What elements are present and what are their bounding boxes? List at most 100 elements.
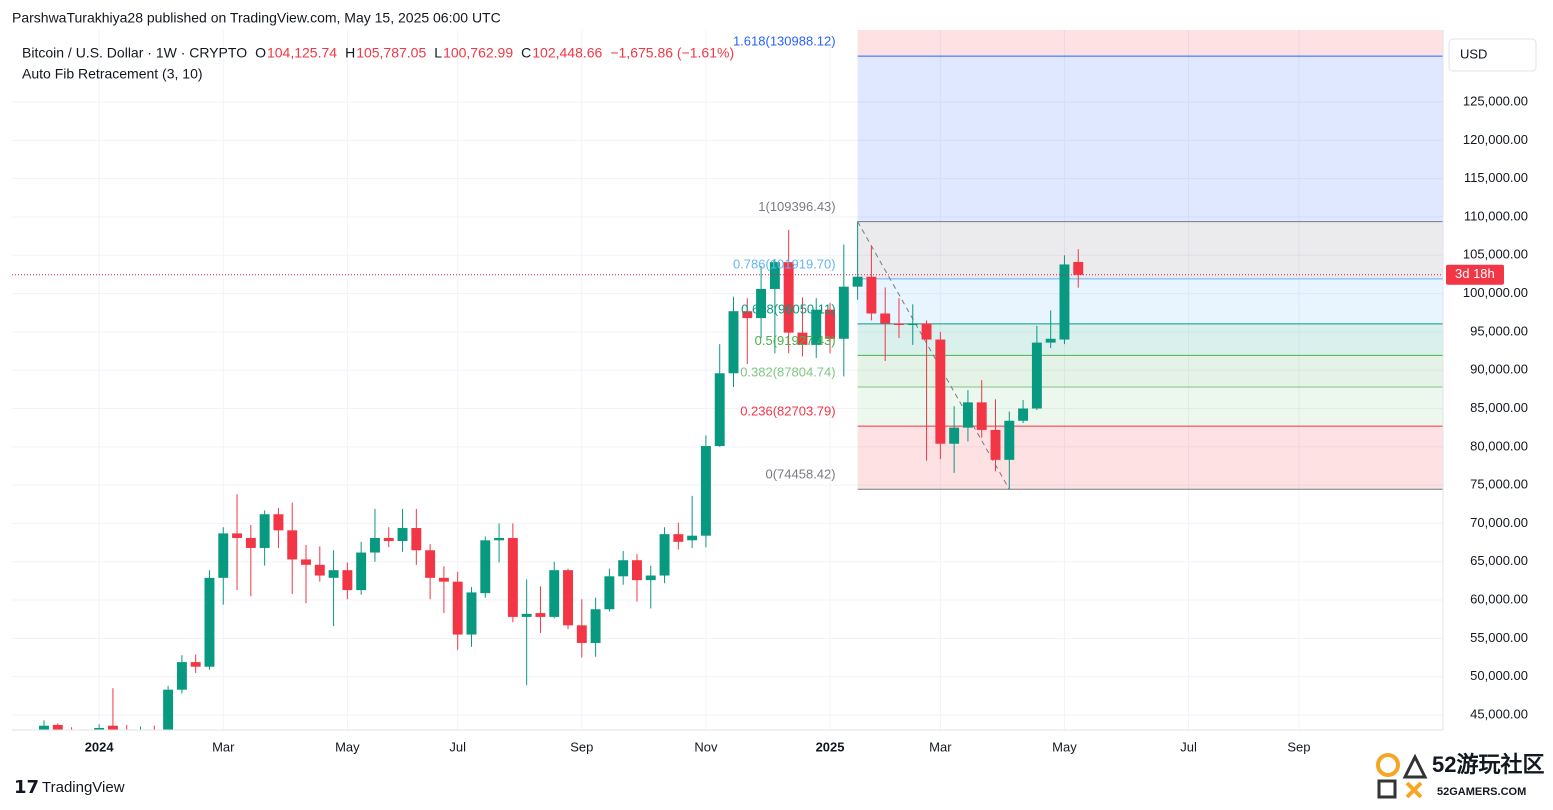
y-tick-label: 65,000.00 — [1470, 553, 1528, 568]
candle-body — [452, 581, 463, 635]
fib-label: 0.786(101919.70) — [733, 256, 836, 271]
grid — [12, 30, 1443, 730]
candle-body — [645, 575, 656, 581]
x-tick-label: May — [335, 739, 360, 754]
candle-body — [507, 537, 518, 617]
candle-body — [962, 402, 973, 428]
candle-body — [425, 550, 436, 578]
candle-body — [176, 662, 187, 690]
legend-value: 104,125.74 — [267, 45, 337, 61]
x-tick-label: 2024 — [85, 739, 115, 754]
legend-value: 105,787.05 — [356, 45, 426, 61]
candle-body — [438, 577, 449, 582]
candle-body — [797, 332, 808, 345]
currency-button[interactable] — [1448, 38, 1537, 72]
price-label-box — [1446, 264, 1504, 285]
candle-body — [383, 537, 394, 542]
y-tick-label: 100,000.00 — [1463, 285, 1528, 300]
fib-zone — [857, 56, 1443, 222]
candle-body — [328, 570, 339, 578]
candles — [39, 221, 1084, 730]
candle-body — [563, 570, 573, 626]
y-tick-label: 60,000.00 — [1470, 591, 1528, 606]
candle-body — [618, 560, 629, 577]
candle-body — [687, 535, 698, 541]
candle-body — [935, 339, 946, 444]
fib-zone — [857, 323, 1443, 356]
candle-body — [204, 577, 215, 667]
candle-body — [604, 576, 615, 610]
candle-body — [852, 276, 863, 287]
candle-body — [273, 514, 284, 531]
x-tick-label: Jul — [1180, 739, 1197, 754]
fib-label: 0.618(96050.11) — [741, 301, 835, 316]
candle-body — [811, 309, 822, 345]
candle-body — [190, 662, 201, 667]
y-tick-label: 115,000.00 — [1464, 170, 1528, 185]
candle-body — [1059, 264, 1070, 340]
y-tick-label: 125,000.00 — [1463, 93, 1528, 108]
y-tick-label: 50,000.00 — [1470, 668, 1528, 683]
x-tick-label: 2025 — [816, 739, 845, 754]
legend-key: L — [434, 45, 442, 61]
candle-body — [1018, 408, 1029, 421]
watermark-icon — [1376, 753, 1400, 777]
y-tick-label: 120,000.00 — [1463, 132, 1528, 147]
currency[interactable]: USD — [1460, 46, 1487, 61]
y-tick-label: 80,000.00 — [1470, 438, 1528, 453]
candle-body — [218, 533, 229, 578]
candle-body — [480, 540, 491, 594]
fib-trend — [857, 221, 1010, 490]
candle-body — [714, 373, 725, 447]
candle-body — [976, 402, 987, 430]
candle-body — [466, 592, 477, 635]
candle-body — [921, 323, 932, 340]
candle-body — [245, 537, 256, 548]
fib-zone — [857, 426, 1443, 490]
candle-body — [1031, 342, 1042, 409]
fib-retracement — [857, 30, 1443, 490]
candle-body — [342, 570, 353, 591]
x-tick-label: Jul — [449, 739, 466, 754]
brand: TradingView — [42, 779, 125, 796]
candle-body — [894, 323, 904, 325]
x-tick-label: Mar — [212, 739, 235, 754]
y-tick-label: 85,000.00 — [1470, 400, 1528, 415]
fib-label: 0.5(91927.43) — [755, 333, 836, 348]
candle-body — [287, 530, 298, 560]
y-tick-label: 90,000.00 — [1470, 362, 1528, 377]
candle-body — [1073, 261, 1084, 275]
legend-value: 100,762.99 — [443, 45, 513, 61]
candle-body — [94, 728, 105, 730]
fib-label: 0.382(87804.74) — [740, 364, 835, 379]
candle-body — [356, 552, 367, 591]
fib-label: 1(109396.43) — [758, 199, 835, 214]
candle-body — [769, 262, 780, 289]
candle-body — [990, 429, 1001, 460]
fib-label: 0.236(82703.79) — [740, 404, 835, 419]
candle-body — [301, 559, 311, 565]
candle-body — [107, 725, 118, 730]
watermark-url: 52GAMERS.COM — [1437, 786, 1526, 798]
fib-zone — [857, 278, 1443, 324]
candle-body — [314, 564, 325, 576]
candle-body — [590, 609, 601, 643]
y-tick-label: 110,000.00 — [1464, 208, 1528, 223]
candle-body — [39, 725, 49, 730]
candle-body — [369, 537, 380, 553]
indicator: Auto Fib Retracement (3, 10) — [22, 66, 203, 82]
candle-body — [700, 446, 711, 536]
candle-body — [880, 313, 891, 324]
candle-body — [783, 262, 794, 333]
fib-zone — [857, 30, 1443, 57]
fib-zone — [857, 355, 1443, 388]
candle-body — [825, 309, 835, 339]
chart-title: Bitcoin / U.S. Dollar · 1W · CRYPTO — [22, 45, 247, 61]
fib-zone — [857, 221, 1443, 279]
watermark-icon — [1377, 779, 1397, 799]
x-tick-label: Sep — [1287, 739, 1310, 754]
candle-body — [494, 537, 505, 541]
candle-body — [576, 625, 587, 643]
fib-label: 0(74458.42) — [765, 467, 835, 482]
